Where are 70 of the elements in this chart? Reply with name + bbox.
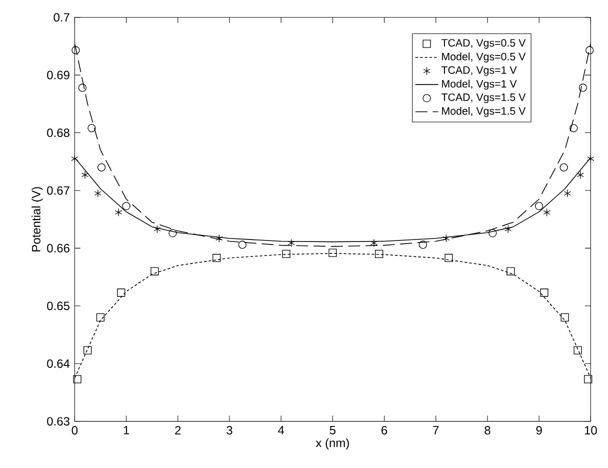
x-tick-label: 3 [226, 426, 232, 435]
y-axis-title: Potential (V) [32, 187, 43, 252]
point [540, 288, 548, 297]
point [506, 267, 515, 276]
legend-label: Model, Vgs=0.5 V [442, 52, 526, 62]
x-tick-label: 7 [433, 426, 439, 434]
point [578, 84, 587, 92]
legend-label: Model, Vgs=1 V [442, 80, 517, 90]
point [114, 208, 122, 216]
point [560, 313, 569, 322]
point [444, 254, 453, 262]
point [88, 124, 96, 132]
point [587, 154, 594, 163]
point [78, 84, 86, 92]
legend-label: TCAD, Vgs=0.5 V [441, 39, 526, 49]
point [150, 267, 159, 276]
point [117, 288, 126, 297]
point [576, 170, 584, 179]
x-tick-label: 9 [536, 426, 542, 435]
point [71, 154, 78, 163]
point [370, 238, 378, 248]
point [154, 225, 161, 234]
y-tick-label: 0.7 [54, 13, 70, 22]
legend-label: TCAD, Vgs=1 V [441, 66, 517, 76]
y-tick-label: 0.67 [47, 186, 70, 195]
point [584, 375, 592, 384]
y-tick-label: 0.64 [47, 359, 70, 368]
point [488, 229, 497, 238]
x-tick-label: 5 [330, 426, 336, 434]
x-tick-label: 2 [175, 426, 181, 434]
y-tick-label: 0.69 [47, 70, 70, 80]
point [560, 163, 568, 172]
y-tick-label: 0.63 [47, 417, 70, 426]
y-tick-label: 0.68 [47, 128, 70, 138]
point [375, 250, 384, 258]
point [81, 170, 89, 179]
point [543, 208, 550, 216]
point [212, 254, 221, 262]
point [168, 229, 177, 238]
point [96, 313, 105, 322]
point [504, 225, 512, 234]
x-tick-label: 8 [484, 426, 490, 435]
point [418, 240, 428, 249]
x-tick-label: 0 [72, 426, 78, 435]
legend-label: Model, Vgs=1.5 V [442, 106, 526, 117]
point [84, 346, 92, 354]
x-tick-label: 6 [382, 426, 388, 435]
point [282, 250, 290, 258]
x-tick-label: 1 [124, 426, 130, 434]
point [564, 189, 572, 198]
legend-label: TCAD, Vgs=1.5 V [441, 93, 526, 104]
y-tick-label: 0.65 [47, 302, 70, 310]
point [586, 46, 594, 54]
x-tick-label: 4 [278, 426, 284, 434]
point [574, 346, 582, 354]
y-tick-label: 0.66 [47, 244, 70, 252]
point [73, 375, 82, 384]
x-tick-label: 10 [584, 426, 597, 435]
point [238, 240, 246, 249]
point [216, 234, 223, 242]
point [97, 163, 106, 172]
point [570, 124, 578, 132]
point [328, 248, 337, 257]
point [288, 238, 295, 248]
point [72, 46, 80, 54]
x-axis-title: x (nm) [316, 438, 349, 450]
point [94, 189, 102, 198]
point [442, 234, 450, 242]
point [534, 202, 544, 210]
point [122, 202, 130, 210]
